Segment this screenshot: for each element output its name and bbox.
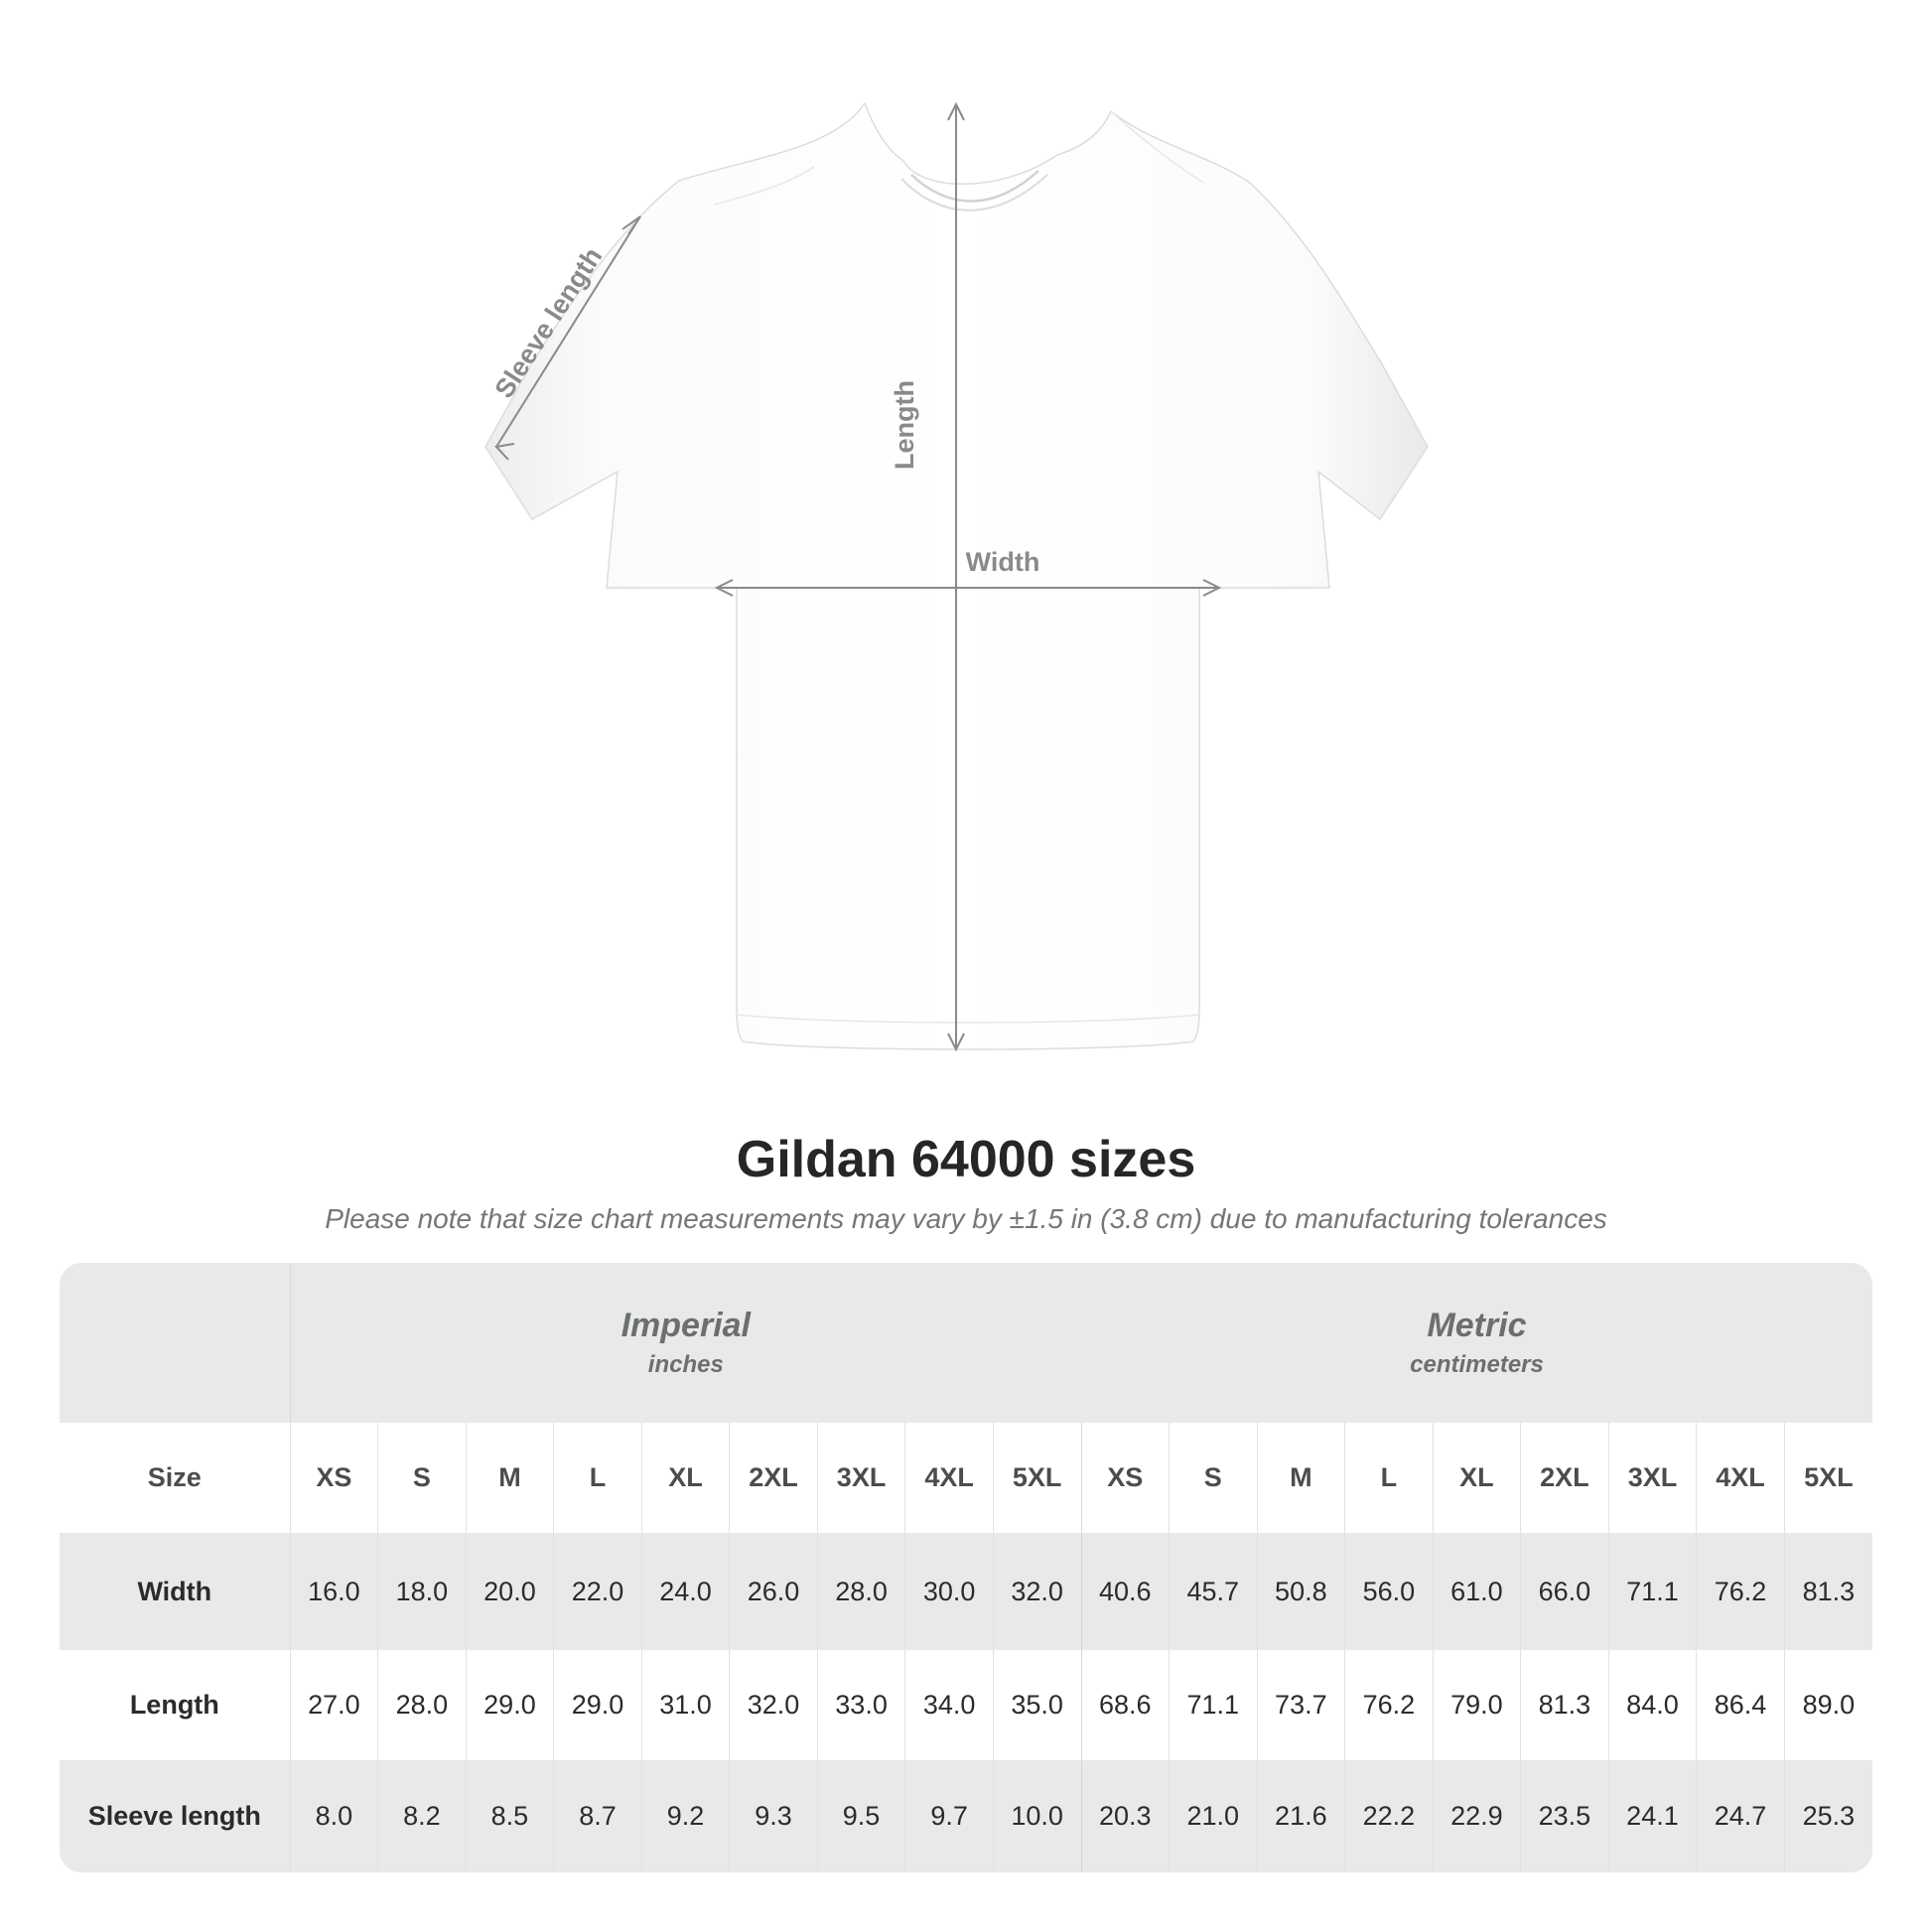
svg-text:Width: Width	[966, 547, 1040, 577]
svg-text:Length: Length	[890, 380, 919, 470]
